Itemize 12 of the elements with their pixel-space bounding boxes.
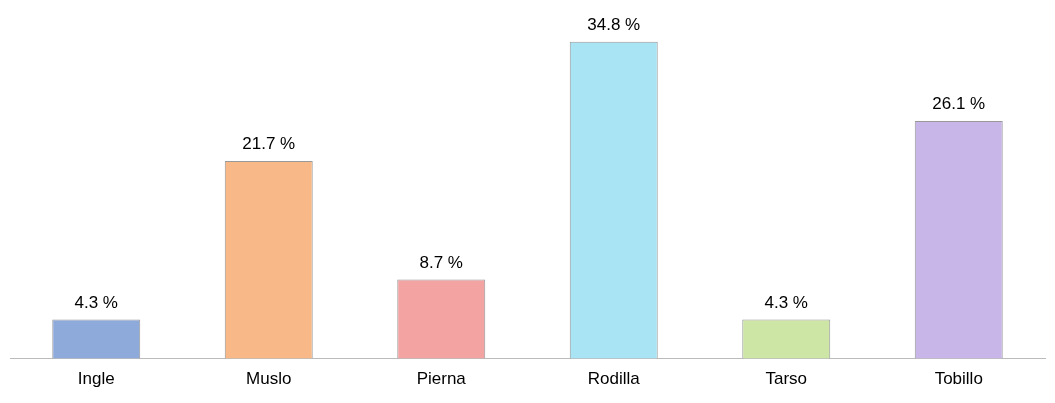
x-tick-label: Rodilla	[587, 369, 641, 389]
x-tick-label: Tarso	[765, 369, 808, 389]
data-label: 34.8 %	[587, 15, 641, 35]
data-label: 8.7 %	[419, 252, 463, 272]
x-tick-label: Muslo	[246, 369, 292, 389]
x-tick-label: Pierna	[416, 369, 467, 389]
data-label: 4.3 %	[74, 292, 118, 312]
x-tick-label: Ingle	[77, 369, 115, 389]
data-label: 26.1 %	[932, 94, 986, 114]
x-tick-label: Tobillo	[934, 369, 983, 389]
data-label: 4.3 %	[764, 292, 808, 312]
data-label: 21.7 %	[242, 134, 296, 154]
